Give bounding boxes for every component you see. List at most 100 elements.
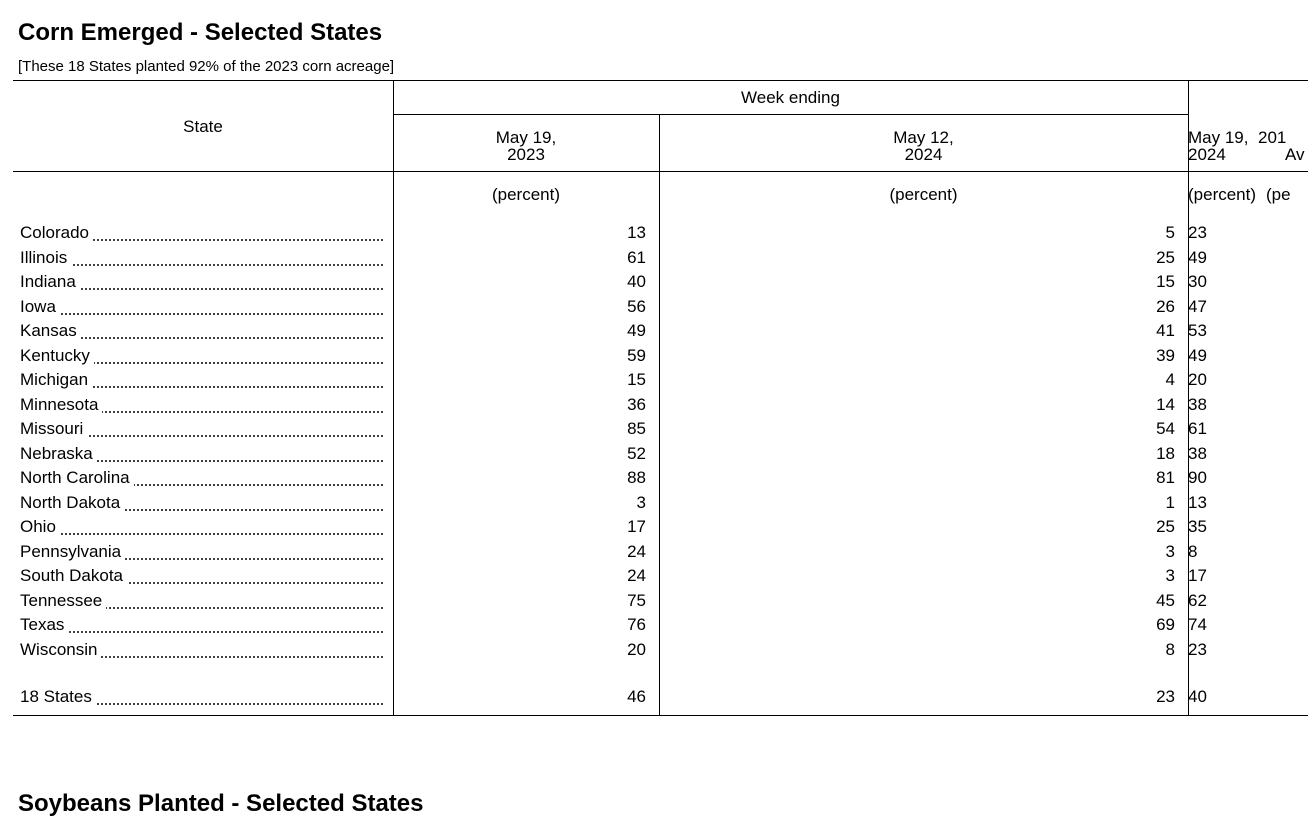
cell-value: 74 (1188, 615, 1207, 634)
row-label: Kansas (20, 321, 385, 341)
cell-value: 56 (627, 296, 646, 316)
cell-value: 88 (627, 468, 646, 487)
cell-value: 40 (627, 272, 646, 291)
row-label: Nebraska (20, 443, 385, 464)
row-label: North Dakota (20, 492, 385, 513)
cell-value: 5 (1165, 223, 1175, 242)
cell-value: 38 (1188, 394, 1207, 414)
row-label: Kentucky (20, 345, 385, 366)
cell-value: 62 (1188, 590, 1207, 610)
state-name: Nebraska (20, 443, 97, 463)
cell-value: 35 (1188, 517, 1207, 536)
cell-value: 1 (1165, 492, 1175, 512)
unit-label: (percent) (889, 185, 958, 204)
cell-value: 49 (1188, 345, 1207, 365)
cell-value: 69 (1156, 615, 1175, 634)
column-header: Av (1285, 145, 1305, 164)
rule (393, 80, 394, 716)
row-label: Tennessee (20, 590, 385, 611)
cell-value: 61 (1188, 419, 1207, 438)
cell-value: 3 (1165, 566, 1175, 585)
rule (13, 715, 1308, 716)
cell-value: 13 (627, 223, 646, 242)
cell-value: 39 (1156, 345, 1175, 365)
state-name: Indiana (20, 272, 80, 291)
row-label: Minnesota (20, 394, 385, 415)
cell-value: 24 (627, 541, 646, 561)
column-header: May 19, (495, 128, 557, 147)
row-label: North Carolina (20, 468, 385, 488)
cell-value: 23 (1156, 687, 1175, 706)
cell-value: 90 (1188, 468, 1207, 487)
cell-value: 36 (627, 394, 646, 414)
cell-value: 38 (1188, 443, 1207, 463)
state-name: Iowa (20, 296, 60, 316)
cell-value: 47 (1188, 296, 1207, 316)
cell-value: 18 (1156, 443, 1175, 463)
state-name: 18 States (20, 687, 96, 706)
group-header: Week ending (741, 88, 840, 107)
row-label: Wisconsin (20, 639, 385, 660)
row-label: Colorado (20, 223, 385, 243)
row-label: Ohio (20, 517, 385, 537)
rule (393, 114, 1188, 115)
row-label: South Dakota (20, 566, 385, 586)
cell-value: 15 (627, 370, 646, 389)
state-name: North Dakota (20, 492, 125, 512)
cell-value: 53 (1188, 321, 1207, 340)
cell-value: 4 (1165, 370, 1175, 389)
cell-value: 20 (1188, 370, 1207, 389)
unit-label: (percent) (491, 185, 561, 204)
cell-value: 45 (1156, 590, 1175, 610)
column-header: May 12, (893, 128, 954, 147)
cell-value: 3 (636, 492, 646, 512)
cell-value: 14 (1156, 394, 1175, 414)
cell-value: 15 (1156, 272, 1175, 291)
unit-label: (percent) (1188, 185, 1257, 204)
cell-value: 81 (1156, 468, 1175, 487)
rule (1188, 80, 1189, 716)
state-name: South Dakota (20, 566, 128, 585)
row-label: Pennsylvania (20, 541, 385, 562)
cell-value: 8 (1165, 639, 1175, 659)
cell-value: 3 (1165, 541, 1175, 561)
table-title: Corn Emerged - Selected States (18, 19, 383, 46)
table-title: Soybeans Planted - Selected States (18, 790, 424, 817)
row-label: Texas (20, 615, 385, 635)
cell-value: 41 (1156, 321, 1175, 340)
cell-value: 40 (1188, 687, 1207, 706)
cell-value: 75 (627, 590, 646, 610)
cell-value: 25 (1156, 247, 1175, 267)
state-name: North Carolina (20, 468, 134, 487)
cell-value: 17 (627, 517, 646, 536)
cell-value: 49 (1188, 247, 1207, 267)
cell-value: 52 (627, 443, 646, 463)
row-label: Missouri (20, 419, 385, 439)
column-header: 201 (1258, 128, 1287, 147)
column-header: 2023 (507, 145, 545, 164)
unit-label: (pe (1266, 185, 1291, 204)
cell-value: 49 (627, 321, 646, 340)
state-name: Texas (20, 615, 69, 634)
rule (659, 114, 660, 716)
row-label: Indiana (20, 272, 385, 292)
cell-value: 23 (1188, 639, 1207, 659)
state-name: Colorado (20, 223, 93, 242)
column-header: 2024 (904, 145, 943, 164)
state-name: Ohio (20, 517, 60, 536)
column-header: State (183, 117, 223, 136)
row-label: 18 States (20, 687, 385, 707)
cell-value: 13 (1188, 492, 1207, 512)
cell-value: 85 (627, 419, 646, 438)
state-name: Kentucky (20, 345, 94, 365)
row-label: Iowa (20, 296, 385, 317)
state-name: Kansas (20, 321, 81, 340)
cell-value: 24 (627, 566, 646, 585)
column-header: 2024 (1188, 145, 1226, 164)
cell-value: 26 (1156, 296, 1175, 316)
row-label: Illinois (20, 247, 385, 268)
cell-value: 20 (627, 639, 646, 659)
state-name: Wisconsin (20, 639, 102, 659)
state-name: Michigan (20, 370, 93, 389)
